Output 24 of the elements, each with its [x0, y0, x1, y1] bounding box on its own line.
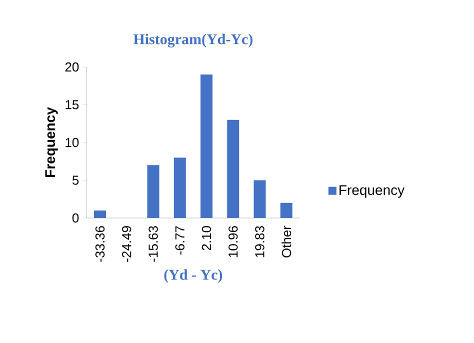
bar: [200, 74, 212, 218]
y-tick-label: 5: [72, 176, 79, 185]
bar: [174, 158, 186, 218]
y-tick-label: 0: [72, 213, 79, 223]
x-tick-label: -24.49: [122, 226, 132, 262]
bar: [147, 165, 160, 218]
y-tick-label: 15: [66, 100, 79, 110]
x-tick-label: -15.63: [148, 226, 158, 262]
y-tick-label: 20: [65, 62, 79, 72]
y-axis-title: Frequency: [45, 107, 58, 177]
bar: [227, 120, 240, 218]
x-axis-title: (Yd - Yc): [164, 269, 222, 283]
x-tick-label: 19.83: [255, 226, 264, 258]
x-tick-label: 10.96: [228, 226, 238, 258]
chart-title: Histogram(Yd-Yc): [133, 34, 252, 48]
bar: [254, 180, 266, 218]
x-tick-label: -33.36: [95, 226, 105, 262]
bar: [280, 202, 292, 218]
y-tick-label: 10: [66, 138, 79, 148]
legend-label: Frequency: [340, 185, 405, 198]
x-tick-label: 2.10: [202, 226, 212, 250]
x-tick-label: Other: [282, 226, 292, 258]
x-tick-label: -6.77: [175, 226, 184, 255]
bar: [94, 210, 106, 218]
